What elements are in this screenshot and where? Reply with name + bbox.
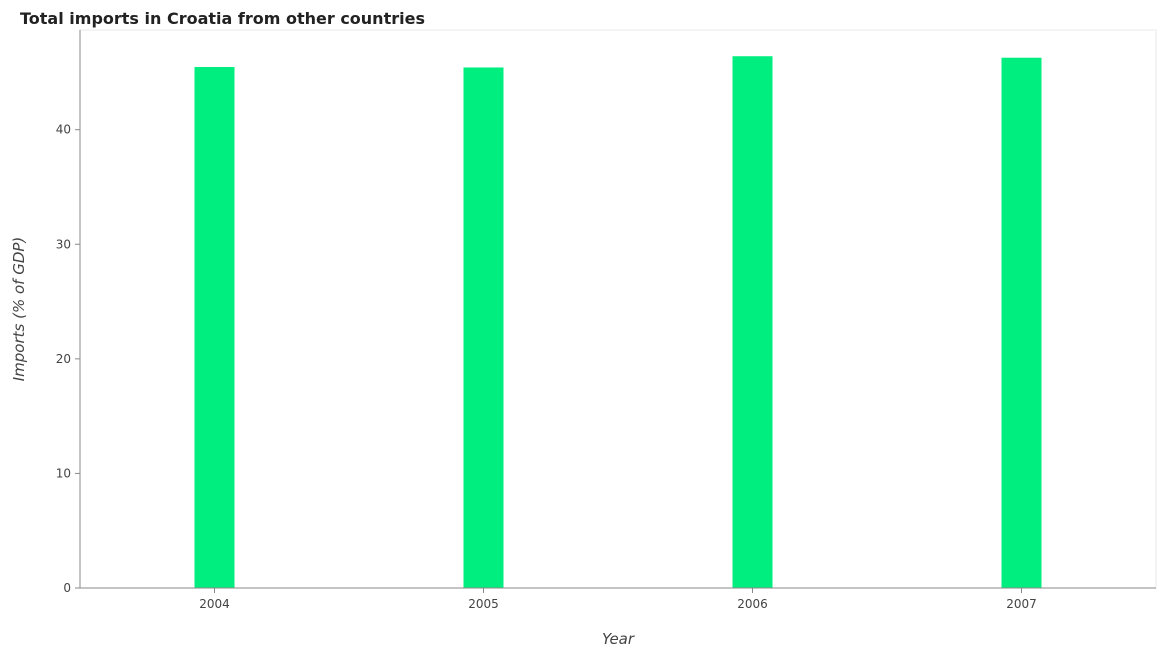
bar — [194, 67, 235, 588]
y-axis-label: Imports (% of GDP) — [10, 237, 28, 382]
x-axis-label: Year — [602, 630, 635, 648]
y-tick-label: 10 — [56, 466, 71, 480]
y-tick-label: 0 — [63, 581, 71, 595]
y-tick-label: 30 — [56, 237, 71, 251]
y-tick-label: 20 — [56, 352, 71, 366]
y-tick-label: 40 — [56, 123, 71, 137]
x-tick-label: 2005 — [468, 597, 499, 611]
bar — [732, 56, 773, 589]
bars-group — [194, 56, 1042, 589]
chart-title: Total imports in Croatia from other coun… — [20, 9, 425, 28]
plot-area — [79, 29, 1157, 589]
bar — [463, 67, 504, 589]
x-tick-label: 2004 — [199, 597, 230, 611]
y-axis: 0 10 20 30 40 — [56, 30, 81, 595]
x-tick-label: 2006 — [737, 597, 768, 611]
x-axis: 2004 2005 2006 2007 — [80, 587, 1156, 611]
x-tick-label: 2007 — [1006, 597, 1037, 611]
bar — [1001, 57, 1042, 588]
